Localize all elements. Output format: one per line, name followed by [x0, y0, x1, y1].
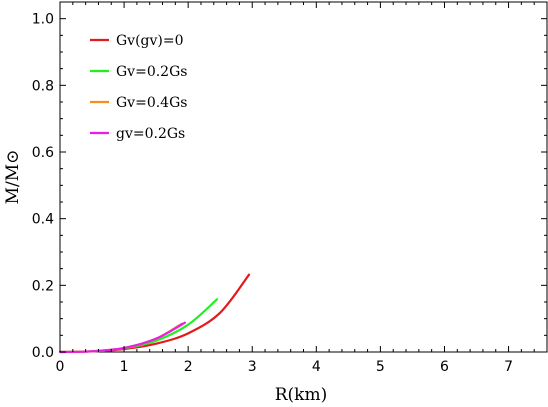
ticks-layer: 0 1 2 3 4 5 6 7 0.0 0.2 0.4 0.6 0.8 1.0: [32, 2, 547, 375]
x-tick-label: 4: [312, 359, 321, 375]
plot-border: [59, 1, 548, 353]
y-tick-label: 0.0: [32, 345, 54, 361]
x-axis-title: R(km): [275, 385, 328, 405]
legend-label: Gv(gv)=0: [116, 33, 184, 49]
plot-frame: [59, 1, 548, 353]
x-tick-label: 3: [248, 359, 257, 375]
x-tick-label: 7: [504, 359, 513, 375]
y-tick-label: 0.6: [32, 145, 54, 161]
y-tick-label: 1.0: [32, 12, 54, 28]
legend-label: Gv=0.4Gs: [116, 95, 187, 111]
x-tick-label: 1: [120, 359, 129, 375]
y-tick-label: 0.4: [32, 212, 54, 228]
y-tick-label: 0.2: [32, 278, 54, 294]
x-tick-label: 0: [56, 359, 65, 375]
legend-label: Gv=0.2Gs: [116, 64, 187, 80]
y-axis-title: M/M⊙: [3, 150, 23, 205]
x-tick-label: 6: [440, 359, 449, 375]
legend: Gv(gv)=0 Gv=0.2Gs Gv=0.4Gs gv=0.2Gs: [90, 33, 187, 142]
series-layer: [58, 273, 251, 354]
legend-label: gv=0.2Gs: [116, 126, 185, 142]
x-tick-label: 5: [376, 359, 385, 375]
x-tick-label: 2: [184, 359, 193, 375]
y-tick-label: 0.8: [32, 78, 54, 94]
